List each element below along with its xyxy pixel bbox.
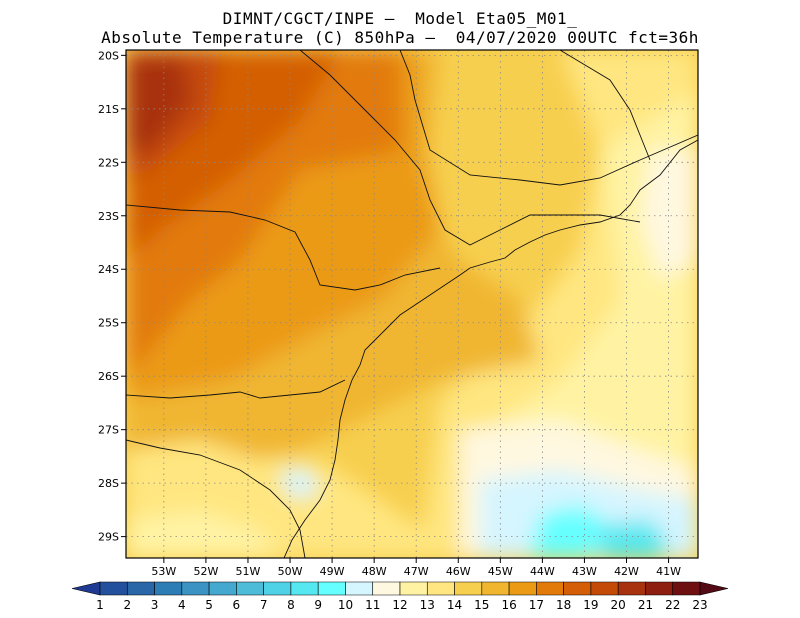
colorbar-label: 8 xyxy=(287,598,295,612)
colorbar-label: 4 xyxy=(178,598,186,612)
colorbar-swatch xyxy=(672,581,701,596)
colorbar-label: 1 xyxy=(96,598,104,612)
colorbar-label: 15 xyxy=(474,598,489,612)
colorbar-label: 2 xyxy=(123,598,131,612)
colorbar-swatch xyxy=(181,581,210,596)
lat-label: 22S xyxy=(98,156,119,169)
temperature-field xyxy=(126,50,698,558)
colorbar-swatch xyxy=(399,581,428,596)
colorbar-swatch xyxy=(236,581,264,596)
colorbar-label: 23 xyxy=(692,598,707,612)
colorbar-swatch xyxy=(454,581,483,596)
lon-label: 51W xyxy=(236,565,261,578)
longitude-labels: 53W 52W 51W 50W 49W 48W 47W 46W 45W 44W 43W 42W 41W xyxy=(151,558,681,578)
lat-label: 24S xyxy=(98,263,119,276)
colorbar-label: 16 xyxy=(501,598,516,612)
graticule xyxy=(126,50,698,558)
lat-label: 29S xyxy=(98,531,119,544)
coastlines-borders xyxy=(126,50,698,558)
colorbar-label: 9 xyxy=(314,598,322,612)
lon-label: 50W xyxy=(278,565,303,578)
colorbar-swatch xyxy=(208,581,237,596)
colorbar-label: 3 xyxy=(151,598,159,612)
lat-label: 20S xyxy=(98,49,119,62)
colorbar-swatch xyxy=(126,581,155,596)
colorbar-label: 13 xyxy=(420,598,435,612)
colorbar-label: 11 xyxy=(365,598,380,612)
colorbar-label: 17 xyxy=(529,598,544,612)
colorbar-label: 22 xyxy=(665,598,680,612)
colorbar-swatch xyxy=(645,581,674,596)
colorbar-swatch xyxy=(372,581,401,596)
colorbar-label: 19 xyxy=(583,598,598,612)
lon-label: 46W xyxy=(446,565,471,578)
lon-label: 41W xyxy=(656,565,681,578)
colorbar-swatch xyxy=(263,581,292,596)
lat-label: 28S xyxy=(98,477,119,490)
title-line-2: Absolute Temperature (C) 850hPa – 04/07/… xyxy=(101,28,699,47)
lat-label: 21S xyxy=(98,103,119,116)
colorbar-label: 14 xyxy=(447,598,462,612)
lon-label: 43W xyxy=(572,565,597,578)
colorbar-label: 5 xyxy=(205,598,213,612)
lon-label: 44W xyxy=(530,565,555,578)
lat-label: 27S xyxy=(98,424,119,437)
colorbar-swatch xyxy=(536,581,564,596)
colorbar-label: 21 xyxy=(638,598,653,612)
lon-label: 48W xyxy=(362,565,387,578)
colorbar-swatch xyxy=(71,581,101,596)
lon-label: 52W xyxy=(193,565,218,578)
colorbar-swatch xyxy=(481,581,510,596)
colorbar-swatch xyxy=(317,581,346,596)
colorbar-swatch xyxy=(345,581,374,596)
colorbar-label: 6 xyxy=(233,598,241,612)
title-line-1: DIMNT/CGCT/INPE – Model Eta05_M01_ xyxy=(222,9,578,28)
lon-label: 53W xyxy=(151,565,176,578)
colorbar: 1 2 3 4 5 6 7 8 9 10 11 12 13 14 15 16 17 18 19 20 21 22 23 xyxy=(71,581,729,612)
lat-label: 25S xyxy=(98,317,119,330)
latitude-labels: 20S 21S 22S 23S 24S 25S 26S 27S 28S 29S xyxy=(98,49,126,544)
lon-label: 42W xyxy=(614,565,639,578)
colorbar-swatch xyxy=(99,581,128,596)
colorbar-swatch xyxy=(617,581,646,596)
lat-label: 23S xyxy=(98,210,119,223)
lat-label: 26S xyxy=(98,370,119,383)
colorbar-swatch xyxy=(563,581,592,596)
colorbar-swatch xyxy=(154,581,183,596)
colorbar-swatch xyxy=(590,581,619,596)
colorbar-label: 18 xyxy=(556,598,571,612)
lon-label: 45W xyxy=(488,565,513,578)
colorbar-label: 20 xyxy=(611,598,626,612)
colorbar-swatch xyxy=(426,581,455,596)
colorbar-label: 7 xyxy=(260,598,268,612)
lon-label: 47W xyxy=(404,565,429,578)
map-frame xyxy=(125,49,699,559)
colorbar-swatch xyxy=(290,581,319,596)
colorbar-swatch xyxy=(699,581,729,596)
colorbar-label: 12 xyxy=(392,598,407,612)
colorbar-label: 10 xyxy=(338,598,353,612)
colorbar-swatch xyxy=(508,581,537,596)
lon-label: 49W xyxy=(320,565,345,578)
